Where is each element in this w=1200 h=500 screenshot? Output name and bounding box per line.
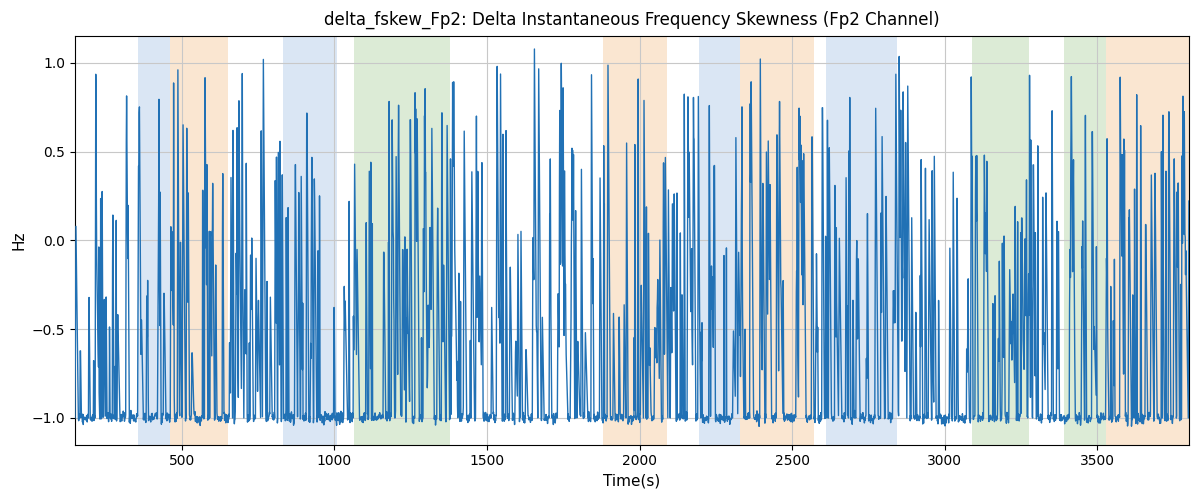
X-axis label: Time(s): Time(s) xyxy=(604,474,660,489)
Bar xyxy=(602,36,667,445)
Bar xyxy=(138,36,169,445)
Bar xyxy=(740,36,814,445)
Bar xyxy=(282,36,337,445)
Bar xyxy=(169,36,228,445)
Bar xyxy=(354,36,450,445)
Bar xyxy=(700,36,740,445)
Title: delta_fskew_Fp2: Delta Instantaneous Frequency Skewness (Fp2 Channel): delta_fskew_Fp2: Delta Instantaneous Fre… xyxy=(324,11,940,30)
Bar xyxy=(1063,36,1106,445)
Bar xyxy=(972,36,1028,445)
Bar xyxy=(826,36,898,445)
Y-axis label: Hz: Hz xyxy=(11,230,26,250)
Bar xyxy=(1106,36,1189,445)
